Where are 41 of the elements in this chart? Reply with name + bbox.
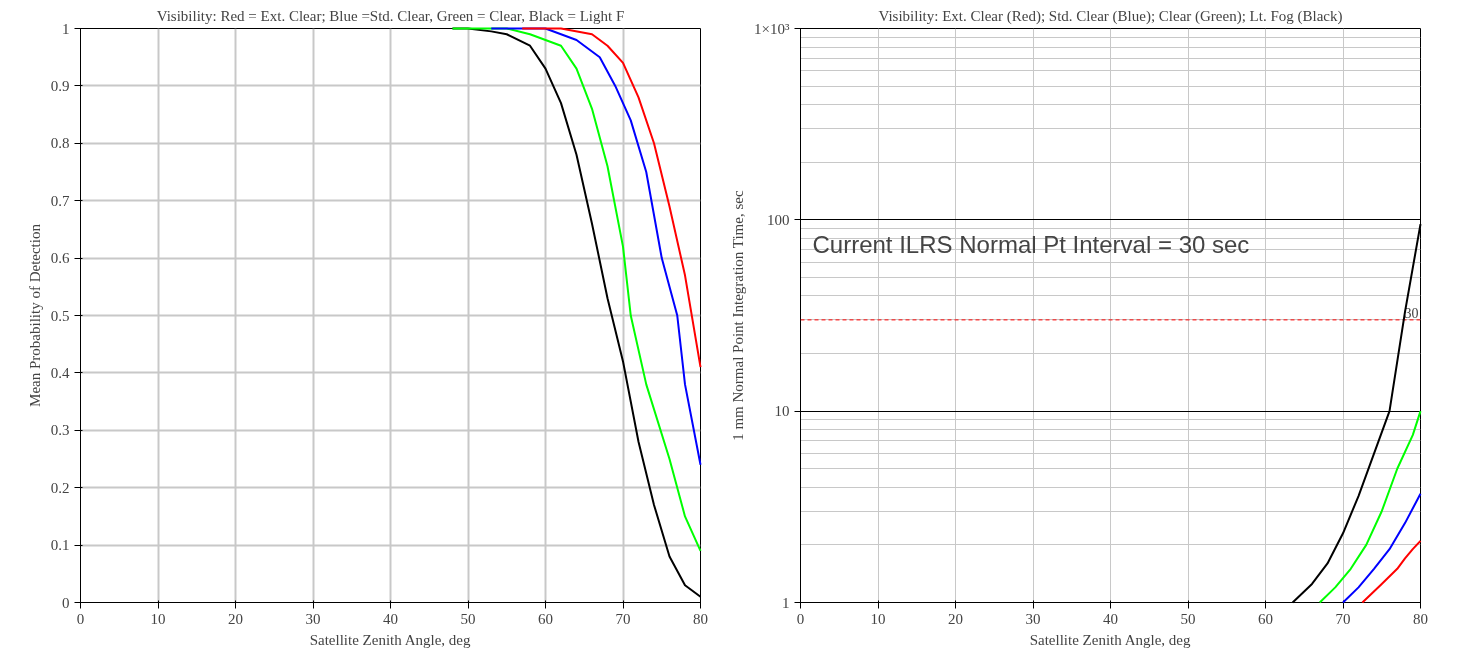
y-tick-label: 0.5 (50, 307, 70, 324)
y-tick-label: 1 (62, 20, 70, 37)
x-tick-label: 60 (538, 610, 553, 627)
x-tick-label: 0 (796, 610, 805, 627)
chart-title: Visibility: Ext. Clear (Red); Std. Clear (Blue); Clear (Green); Lt. Fog (Black) (878, 7, 1343, 25)
y-tick-label: 0.7 (50, 192, 70, 209)
annotation: Current ILRS Normal Pt Interval = 30 sec (812, 231, 1250, 258)
x-tick-label: 60 (1258, 610, 1273, 627)
y-tick-label: 0.1 (50, 537, 70, 554)
x-tick-label: 20 (228, 610, 243, 627)
x-tick-label: 30 (1025, 610, 1041, 627)
x-axis-title: Satellite Zenith Angle, deg (1029, 631, 1191, 648)
y-tick-label: 10 (774, 403, 790, 420)
x-tick-label: 30 (305, 610, 321, 627)
x-tick-label: 50 (1180, 610, 1196, 627)
y-tick-label: 0.9 (50, 77, 70, 94)
y-tick-label: 0 (62, 594, 70, 611)
x-tick-label: 50 (460, 610, 476, 627)
y-tick-label: 1×10³ (754, 20, 790, 37)
y-tick-label: 1 (782, 594, 790, 611)
y-axis-title: 1 mm Normal Point Integration Time, sec (730, 190, 747, 441)
chart-title: Visibility: Red = Ext. Clear; Blue =Std. Clear, Green = Clear, Black = Light F (156, 7, 625, 24)
y-tick-label: 0.4 (50, 364, 70, 381)
y-tick-label: 0.8 (50, 135, 70, 152)
y-tick-label: 0.6 (50, 250, 70, 267)
x-tick-label: 70 (615, 610, 631, 627)
x-tick-label: 20 (948, 610, 963, 627)
x-tick-label: 80 (1413, 610, 1428, 627)
x-tick-label: 40 (1103, 610, 1118, 627)
x-tick-label: 10 (870, 610, 886, 627)
y-tick-label: 0.3 (50, 422, 70, 439)
x-tick-label: 40 (383, 610, 398, 627)
y-tick-label: 100 (767, 211, 790, 228)
x-tick-label: 70 (1335, 610, 1351, 627)
x-tick-label: 10 (150, 610, 166, 627)
ref-line-label: 30 (1404, 305, 1419, 321)
y-tick-label: 0.2 (50, 479, 70, 496)
x-tick-label: 0 (76, 610, 85, 627)
x-axis-title: Satellite Zenith Angle, deg (309, 631, 471, 648)
y-axis-title: Mean Probability of Detection (26, 223, 43, 407)
x-tick-label: 80 (693, 610, 708, 627)
